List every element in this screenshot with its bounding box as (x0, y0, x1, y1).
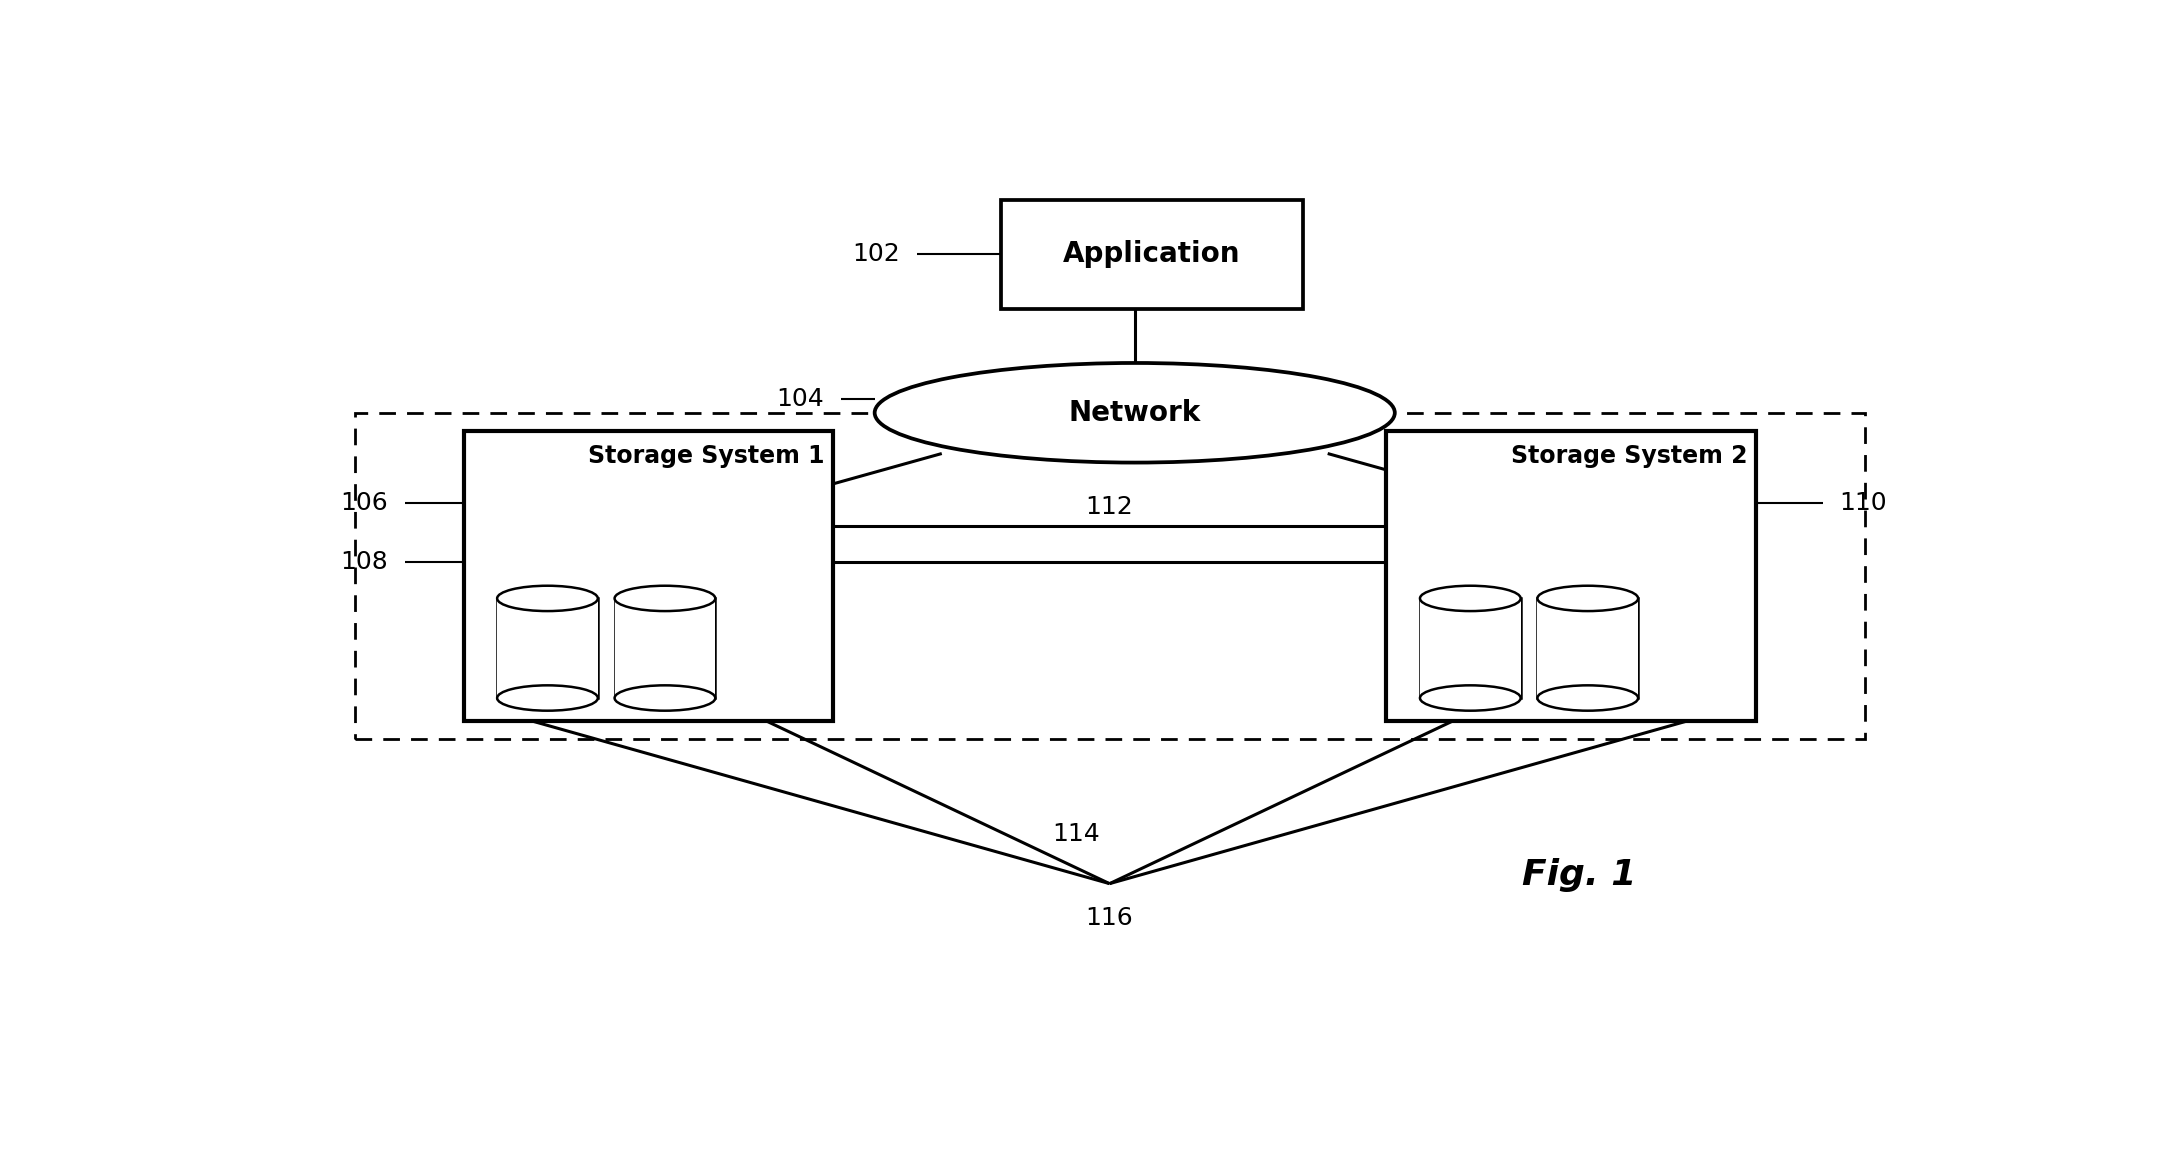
Text: 116: 116 (1085, 907, 1134, 930)
Text: 112: 112 (1085, 495, 1134, 519)
Text: 114: 114 (1052, 822, 1100, 846)
FancyBboxPatch shape (1420, 599, 1520, 699)
FancyBboxPatch shape (615, 599, 714, 699)
Text: 110: 110 (1840, 492, 1888, 515)
Text: Application: Application (1063, 240, 1241, 268)
Text: 106: 106 (340, 492, 388, 515)
FancyBboxPatch shape (1386, 430, 1756, 721)
Ellipse shape (1537, 586, 1639, 612)
Ellipse shape (875, 363, 1394, 462)
Ellipse shape (498, 586, 598, 612)
Text: 102: 102 (853, 242, 901, 266)
FancyBboxPatch shape (498, 599, 598, 699)
FancyBboxPatch shape (463, 430, 834, 721)
Text: Storage System 1: Storage System 1 (589, 445, 825, 468)
FancyBboxPatch shape (1537, 599, 1639, 699)
Text: Fig. 1: Fig. 1 (1522, 857, 1637, 891)
Text: 104: 104 (777, 387, 825, 412)
Ellipse shape (1537, 686, 1639, 710)
Ellipse shape (615, 586, 714, 612)
Text: Network: Network (1070, 399, 1202, 427)
Ellipse shape (1420, 586, 1520, 612)
FancyBboxPatch shape (1000, 200, 1303, 308)
Ellipse shape (615, 686, 714, 710)
Ellipse shape (498, 686, 598, 710)
Text: 108: 108 (340, 550, 388, 574)
Ellipse shape (1420, 686, 1520, 710)
Text: Storage System 2: Storage System 2 (1511, 445, 1747, 468)
